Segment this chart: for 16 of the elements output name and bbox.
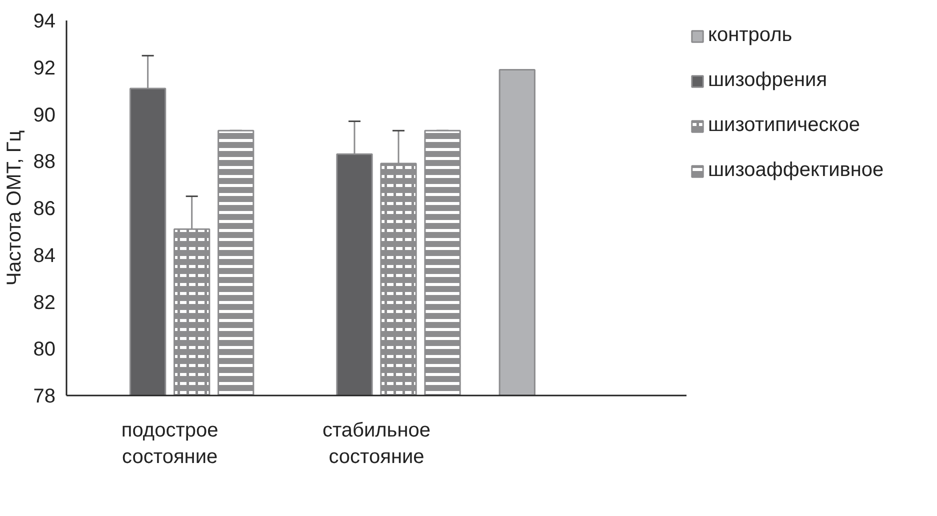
x-tick-label: стабильное состояние [322,420,431,468]
legend-label: шизотипическое [708,114,860,137]
legend-label: шизоаффективное [708,159,884,182]
y-tick-label: 86 [33,198,56,220]
y-tick-label: 92 [33,57,56,80]
y-tick-label: 78 [33,386,56,408]
legend-label: шизофрения [708,69,828,92]
y-tick-label: 88 [33,151,56,174]
y-tick-label: 84 [33,244,56,267]
x-tick-label: подострое состояние [121,420,218,468]
y-axis-title: Частота ОМТ, Гц [3,130,26,286]
y-tick-label: 94 [33,10,56,32]
y-tick-label: 80 [33,338,56,361]
y-tick-label: 90 [33,104,56,126]
y-tick-label: 82 [33,292,56,314]
legend-label: контроль [708,24,792,47]
